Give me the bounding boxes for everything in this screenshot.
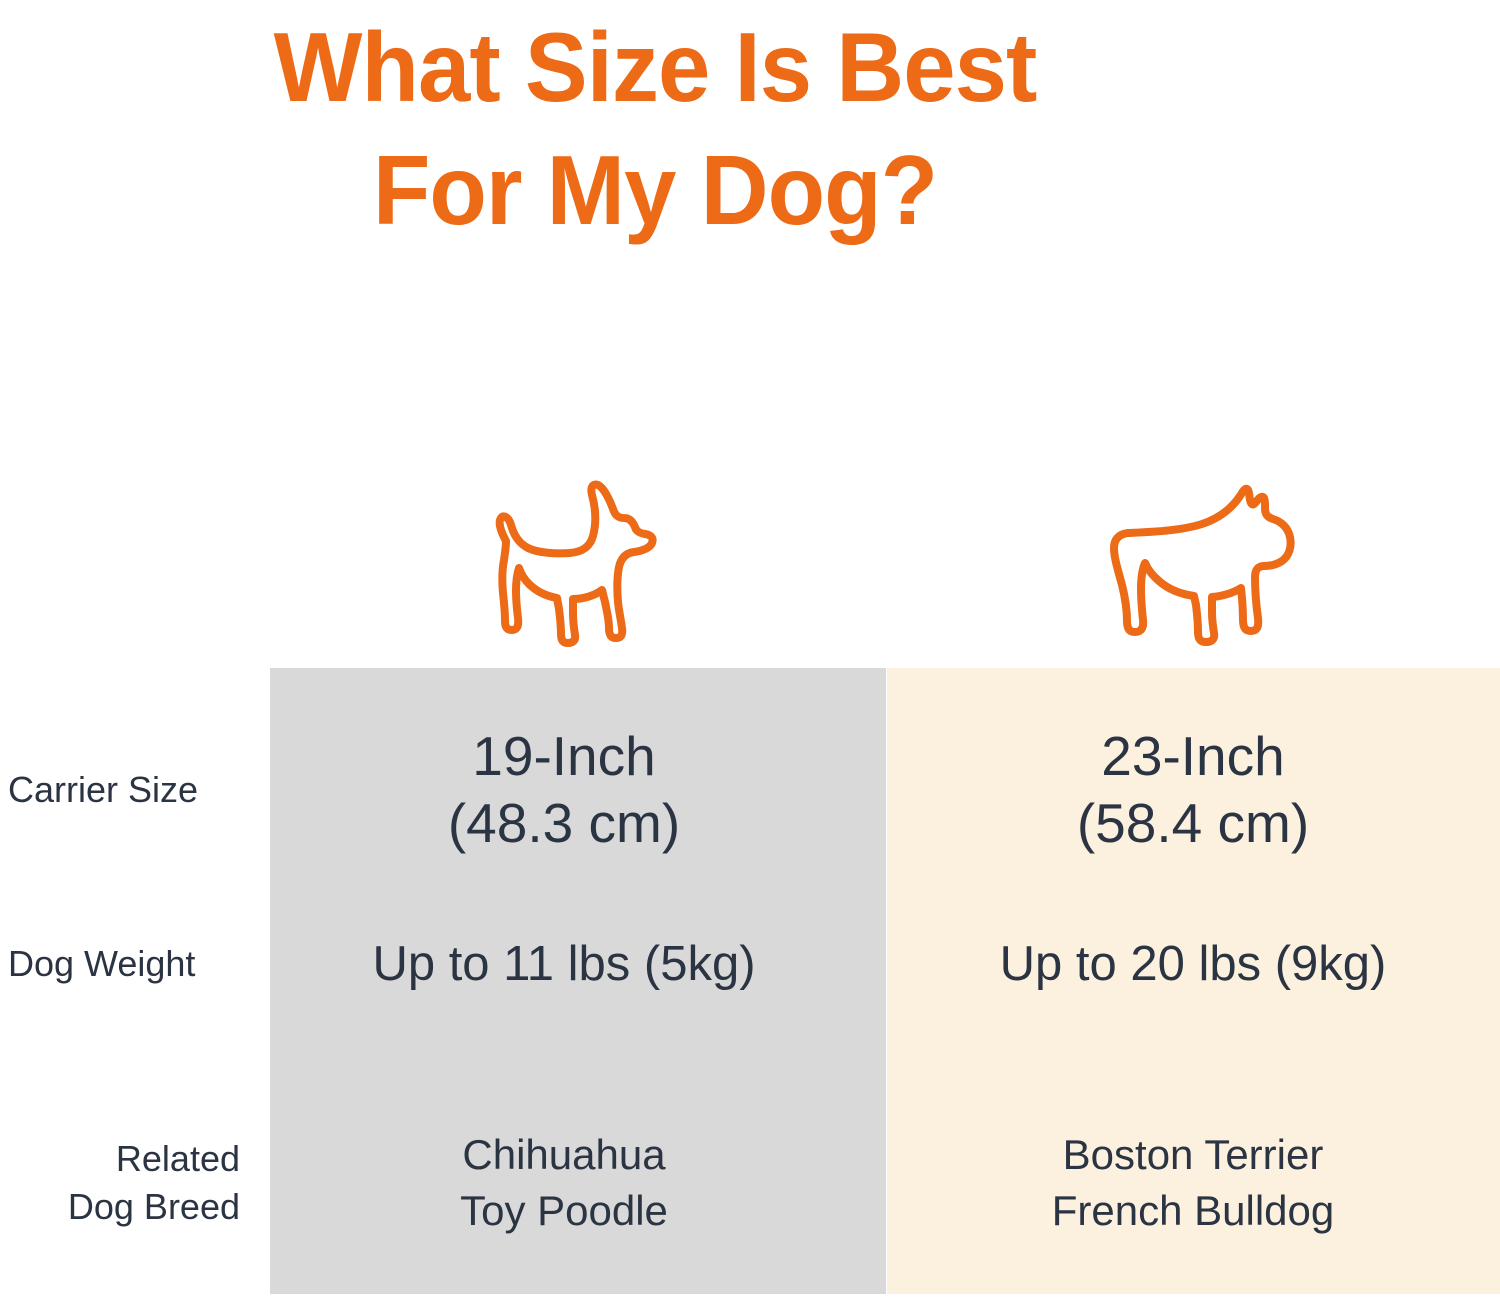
cell-related-breed-19-inch: Chihuahua Toy Poodle (242, 1127, 886, 1239)
cell-dog-weight-19-inch: Up to 11 lbs (5kg) (372, 936, 756, 991)
column-background-23-inch (887, 668, 1500, 1294)
related-breed-19-line-1: Chihuahua (462, 1131, 666, 1179)
page-title-line-2: For My Dog? (372, 134, 938, 245)
cell-related-breed-23-inch: Boston Terrier French Bulldog (886, 1127, 1500, 1239)
comparison-table: Carrier Size 19-Inch (48.3 cm) 23-Inch (… (0, 668, 1500, 1294)
cell-carrier-size-23-inch: 23-Inch (58.4 cm) (886, 723, 1500, 857)
table-row-dog-weight: Dog Weight Up to 11 lbs (5kg) Up to 20 l… (0, 916, 1500, 1012)
cell-dog-weight-23-inch: Up to 20 lbs (9kg) (999, 936, 1387, 991)
carrier-size-23-line-2: (58.4 cm) (1076, 792, 1310, 854)
page-title-line-1: What Size Is Best (273, 12, 1038, 122)
large-dog-icon (1100, 478, 1315, 650)
carrier-size-19-line-2: (48.3 cm) (447, 792, 681, 854)
related-breed-23-line-2: French Bulldog (1051, 1187, 1335, 1234)
row-label-related-line-2: Dog Breed (67, 1186, 240, 1227)
page-title: What Size Is Best For My Dog? (26, 6, 1284, 251)
table-row-carrier-size: Carrier Size 19-Inch (48.3 cm) 23-Inch (… (0, 700, 1500, 880)
row-label-related-line-1: Related (115, 1138, 240, 1180)
column-background-19-inch (270, 668, 886, 1294)
row-label-related-dog-breed: Related Dog Breed (0, 1135, 242, 1230)
row-label-dog-weight: Dog Weight (8, 943, 196, 985)
cell-carrier-size-19-inch: 19-Inch (48.3 cm) (242, 723, 886, 857)
related-breed-23-line-1: Boston Terrier (1062, 1131, 1324, 1179)
carrier-size-23-line-1: 23-Inch (1101, 724, 1285, 787)
small-dog-icon (478, 478, 668, 650)
table-row-related-dog-breed: Related Dog Breed Chihuahua Toy Poodle B… (0, 1108, 1500, 1258)
related-breed-19-line-2: Toy Poodle (460, 1187, 668, 1234)
row-label-carrier-size: Carrier Size (8, 769, 199, 811)
carrier-size-19-line-1: 19-Inch (472, 724, 656, 787)
